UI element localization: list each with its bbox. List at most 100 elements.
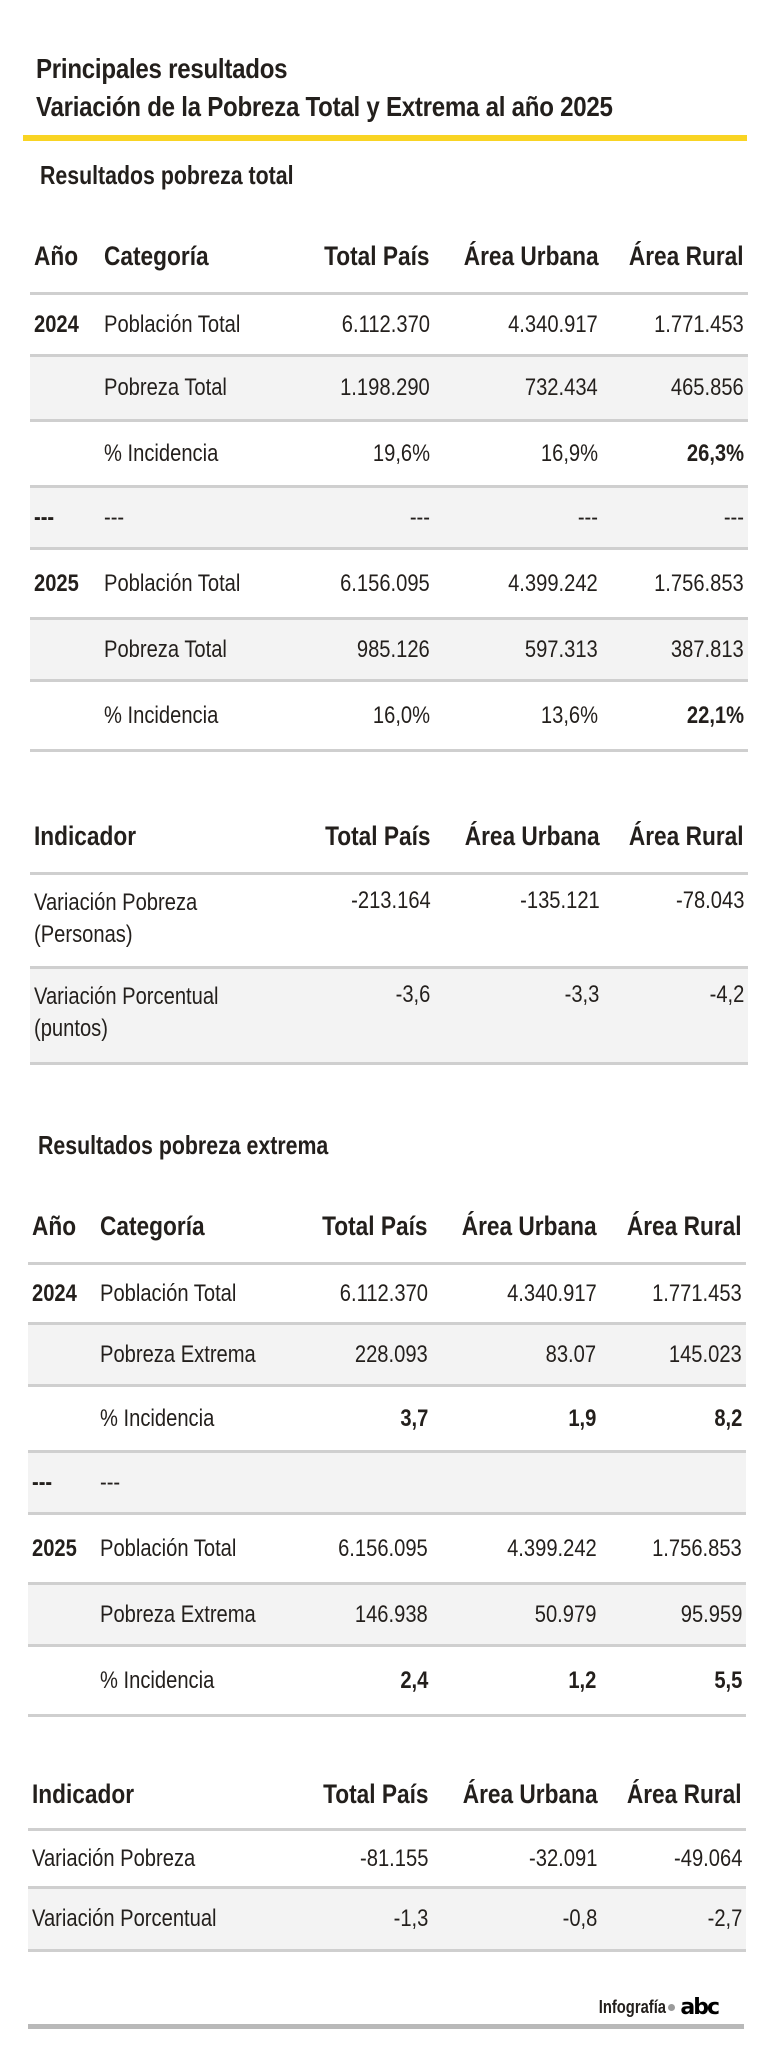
cell-area-urbana: 83.07: [546, 1340, 597, 1368]
row-category: % Incidencia: [100, 1404, 215, 1432]
credit-label: Infografía: [599, 1997, 667, 2017]
row-category: % Incidencia: [104, 701, 219, 729]
row-year: 2025: [34, 569, 79, 597]
row-category: Pobreza Total: [104, 635, 228, 663]
cell-total-pais: ---: [409, 503, 430, 531]
cell-total-pais: 985.126: [356, 635, 430, 663]
row-category: ---: [104, 503, 125, 531]
table-row-separator: --- ---: [28, 1451, 746, 1515]
cell-area-rural: -78.043: [675, 887, 744, 914]
table-row: Variación Porcentual -1,3 -0,8 -2,7: [28, 1887, 746, 1952]
table-row: Variación Pobreza (Personas) -213.164 -1…: [30, 873, 748, 969]
cell-area-urbana: -3,3: [564, 981, 600, 1008]
cell-area-urbana: -32.091: [529, 1844, 598, 1872]
table-row: % Incidencia 16,0% 13,6% 22,1%: [30, 680, 748, 752]
cell-area-rural: -2,7: [707, 1905, 742, 1932]
col-header-area-rural: Área Rural: [627, 1210, 742, 1241]
cell-area-rural: 5,5: [713, 1666, 742, 1694]
table-pobreza-extrema: Año Categoría Total País Área Urbana Áre…: [28, 1190, 746, 1717]
row-year: 2024: [34, 310, 79, 338]
cell-area-rural: ---: [723, 503, 744, 531]
section-title-pobreza-total: Resultados pobreza total: [40, 160, 294, 190]
footer-credit: Infografía abc: [584, 1995, 720, 2020]
col-header-total-pais: Total País: [322, 1210, 428, 1241]
table-header-row: Indicador Total País Área Urbana Área Ru…: [30, 800, 748, 875]
abc-logo: abc: [680, 1995, 720, 2020]
cell-area-urbana: 50.979: [534, 1600, 597, 1628]
row-category: Población Total: [104, 569, 241, 597]
table-indicadores-extrema: Indicador Total País Área Urbana Área Ru…: [28, 1760, 746, 1952]
cell-total-pais: 3,7: [399, 1404, 428, 1432]
table-row-separator: --- --- --- --- ---: [30, 486, 748, 550]
table-pobreza-total: Año Categoría Total País Área Urbana Áre…: [30, 220, 748, 752]
page-title: Principales resultados Variación de la P…: [36, 50, 613, 126]
row-category: Pobreza Total: [104, 374, 228, 401]
col-header-area-rural: Área Rural: [629, 240, 744, 271]
table-header-row: Año Categoría Total País Área Urbana Áre…: [28, 1190, 746, 1265]
cell-total-pais: 16,0%: [372, 701, 430, 729]
col-header-area-rural: Área Rural: [629, 820, 744, 851]
col-header-indicador: Indicador: [34, 820, 137, 851]
cell-area-rural: 95.959: [680, 1600, 742, 1628]
row-category: Pobreza Extrema: [100, 1600, 257, 1628]
cell-total-pais: 6.156.095: [339, 569, 430, 597]
cell-area-rural: 1.771.453: [652, 1279, 742, 1307]
section-title-pobreza-extrema: Resultados pobreza extrema: [38, 1130, 329, 1160]
cell-area-rural: 8,2: [713, 1404, 742, 1432]
cell-total-pais: 6.112.370: [339, 1279, 428, 1307]
cell-total-pais: 6.156.095: [338, 1534, 428, 1562]
col-header-total-pais: Total País: [324, 240, 430, 271]
cell-area-urbana: -135.121: [519, 887, 600, 914]
cell-area-urbana: 732.434: [525, 374, 599, 401]
col-header-area-urbana: Área Urbana: [461, 1210, 597, 1241]
row-category: Población Total: [100, 1534, 237, 1562]
table-row: % Incidencia 2,4 1,2 5,5: [28, 1645, 746, 1717]
indicator-label: Variación Porcentual: [32, 1905, 217, 1932]
cell-total-pais: 2,4: [399, 1666, 428, 1694]
cell-area-urbana: ---: [578, 503, 599, 531]
table-row: Pobreza Total 1.198.290 732.434 465.856: [30, 355, 748, 422]
title-line-2: Variación de la Pobreza Total y Extrema …: [36, 91, 613, 122]
cell-area-rural: 1.756.853: [652, 1534, 742, 1562]
table-row: 2025 Población Total 6.156.095 4.399.242…: [28, 1513, 746, 1585]
col-header-anio: Año: [32, 1210, 77, 1241]
indicator-sublabel: (puntos): [34, 1015, 108, 1042]
table-row: % Incidencia 19,6% 16,9% 26,3%: [30, 420, 748, 488]
row-category: Población Total: [104, 310, 241, 338]
table-row: % Incidencia 3,7 1,9 8,2: [28, 1385, 746, 1453]
cell-area-urbana: -0,8: [562, 1905, 598, 1932]
indicator-label: Variación Pobreza: [34, 889, 198, 916]
indicator-label: Variación Pobreza: [32, 1844, 196, 1872]
table-row: Pobreza Total 985.126 597.313 387.813: [30, 618, 748, 682]
cell-area-urbana: 597.313: [525, 635, 599, 663]
cell-total-pais: 228.093: [354, 1340, 428, 1368]
table-header-row: Año Categoría Total País Área Urbana Áre…: [30, 220, 748, 295]
col-header-area-rural: Área Rural: [627, 1778, 742, 1809]
cell-area-rural: -4,2: [709, 981, 744, 1008]
cell-area-rural: 1.756.853: [654, 569, 744, 597]
cell-area-urbana: 16,9%: [541, 439, 599, 467]
cell-total-pais: -3,6: [396, 981, 431, 1008]
col-header-anio: Año: [34, 240, 79, 271]
cell-total-pais: -81.155: [360, 1844, 429, 1872]
cell-total-pais: 19,6%: [372, 439, 430, 467]
cell-area-rural: -49.064: [673, 1844, 742, 1872]
col-header-area-urbana: Área Urbana: [463, 240, 599, 271]
col-header-categoria: Categoría: [100, 1210, 205, 1241]
table-row: Pobreza Extrema 228.093 83.07 145.023: [28, 1323, 746, 1387]
col-header-area-urbana: Área Urbana: [464, 820, 600, 851]
table-row: Variación Porcentual (puntos) -3,6 -3,3 …: [30, 967, 748, 1065]
table-header-row: Indicador Total País Área Urbana Área Ru…: [28, 1760, 746, 1831]
col-header-indicador: Indicador: [32, 1778, 135, 1809]
row-year: 2024: [32, 1279, 77, 1307]
cell-total-pais: 146.938: [354, 1600, 428, 1628]
row-year: ---: [32, 1468, 53, 1496]
cell-area-rural: 22,1%: [686, 701, 744, 729]
row-category: Pobreza Extrema: [100, 1340, 257, 1368]
cell-total-pais: 6.112.370: [341, 310, 430, 338]
footer-rule: [28, 2024, 744, 2029]
col-header-categoria: Categoría: [104, 240, 209, 271]
indicator-sublabel: (Personas): [34, 921, 133, 948]
cell-area-urbana: 4.340.917: [506, 1279, 597, 1307]
table-row: 2024 Población Total 6.112.370 4.340.917…: [28, 1263, 746, 1325]
